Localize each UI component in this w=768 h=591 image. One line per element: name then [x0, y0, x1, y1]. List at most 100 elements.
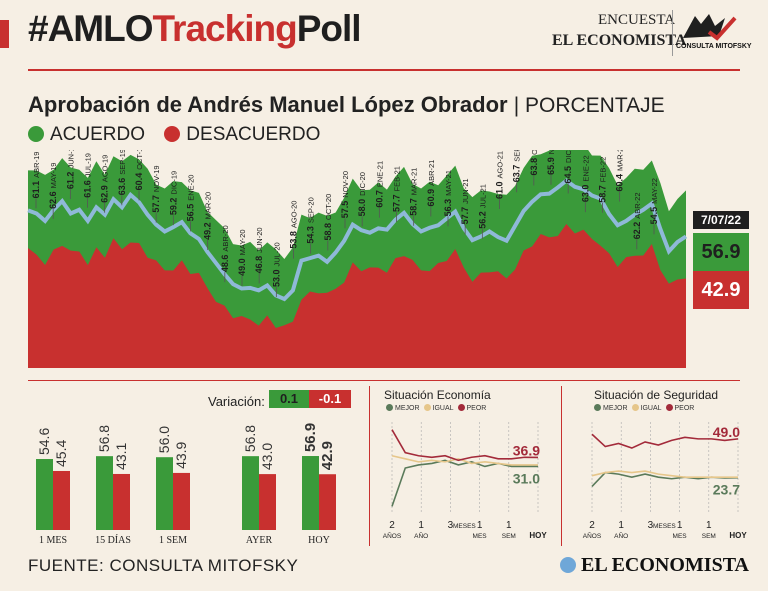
acuerdo-legend-dot	[28, 126, 44, 142]
annotation-date: FEB-21	[393, 166, 402, 191]
annotation-label: 53.0 JUL-20	[271, 242, 281, 287]
bar-desacuerdo	[259, 474, 276, 530]
annotation-date: ENE-21	[375, 161, 384, 187]
bar-label-acuerdo: 56.0	[156, 426, 172, 453]
x-tick: 1	[477, 520, 483, 531]
annotation-value: 63.6	[117, 178, 127, 196]
bar-label-desacuerdo: 42.9	[319, 441, 336, 470]
annotation-text: 58.7 FEB-22	[598, 157, 608, 203]
annotation-label: 60.7 ENE-21	[374, 161, 384, 208]
x-tick-unit: HOY	[729, 531, 747, 540]
annotation-value: 58.0	[357, 199, 367, 217]
annotation-text: 56.3 MAY-21	[443, 170, 453, 216]
annotation-date: DIC-21	[564, 150, 573, 163]
x-tick: 1	[418, 520, 424, 531]
bar-category: HOY	[308, 535, 330, 546]
globe-icon	[560, 557, 576, 573]
annotation-value: 61.0	[495, 181, 505, 199]
annotation-text: 61.0 AGO-21	[495, 151, 505, 199]
latest-desacuerdo-value: 42.9	[693, 271, 749, 309]
annotation-value: 63.0	[580, 185, 590, 203]
annotation-label: 53.8 AGO-20	[289, 201, 299, 249]
bar-acuerdo	[242, 456, 259, 530]
annotation-date: NOV-19	[152, 165, 161, 192]
x-tick: 1	[618, 520, 624, 531]
header-rule	[28, 69, 740, 71]
annotation-value: 61.6	[83, 180, 93, 198]
bar-value-desacuerdo: 45.4	[53, 440, 69, 467]
annotation-value: 60.9	[426, 189, 436, 207]
title-part-poll: Poll	[296, 8, 362, 49]
main-legend: ACUERDO DESACUERDO	[28, 124, 320, 146]
title-part-amlo: #AMLO	[28, 8, 153, 49]
annotation-label: 57.5 NOV-20	[340, 171, 350, 218]
end-label-mejor: 23.7	[713, 482, 740, 498]
annotation-date: JUL-19	[84, 153, 93, 177]
annotation-text: 54.3 SEP-20	[306, 197, 316, 243]
annotation-value: 57.5	[340, 201, 350, 219]
bar-desacuerdo	[173, 472, 190, 530]
bar-value-acuerdo: 56.8	[242, 425, 258, 452]
annotation-text: 57.5 NOV-20	[340, 171, 350, 218]
bar-label-desacuerdo: 45.4	[53, 440, 69, 467]
annotation-text: 61.1 ABR-19	[31, 152, 41, 199]
annotation-label: 63.7 SEP-21	[512, 150, 522, 182]
series-igual	[591, 470, 738, 478]
annotation-date: JUL-21	[478, 184, 487, 208]
annotation-label: 54.3 SEP-20	[306, 197, 316, 243]
annotation-date: AGO-21	[496, 151, 505, 179]
bar-value-acuerdo: 54.6	[36, 428, 52, 455]
annotation-text: 63.6 SEP-19	[117, 150, 127, 195]
x-tick: 2	[389, 520, 395, 531]
bar-label-desacuerdo: 43.1	[113, 443, 129, 470]
annotation-value: 61.2	[65, 172, 75, 190]
annotation-value: 60.4	[615, 174, 625, 192]
annotation-label: 64.5 DIC-21	[563, 150, 573, 184]
annotation-text: 58.7 MAR-21	[409, 168, 419, 216]
annotation-date: ENE-22	[581, 155, 590, 181]
encuesta-label: ENCUESTA	[598, 12, 676, 28]
bar-label-acuerdo: 56.8	[242, 425, 258, 452]
annotation-label: 49.0 MAY-20	[237, 229, 247, 275]
bar-label-desacuerdo: 43.0	[259, 443, 275, 470]
variacion-label: Variación:	[208, 394, 265, 409]
x-tick: 2	[589, 520, 595, 531]
desacuerdo-area	[28, 224, 686, 368]
annotation-date: AGO-19	[101, 155, 110, 183]
annotation-label: 61.0 AGO-21	[495, 151, 505, 199]
annotation-date: MAY-19	[49, 163, 58, 189]
mitofsky-logo-icon	[683, 14, 737, 41]
bar-label-acuerdo: 56.8	[96, 425, 112, 452]
annotation-value: 57.7	[460, 207, 470, 225]
annotation-date: OCT-21	[530, 150, 539, 155]
annotation-value: 54.3	[306, 226, 316, 244]
panel-divider-1	[369, 386, 370, 546]
bar-acuerdo	[156, 457, 173, 530]
x-tick: 1	[506, 520, 512, 531]
annotation-value: 53.0	[271, 270, 281, 288]
annotation-label: 46.8 JUN-20	[254, 227, 264, 273]
variacion-negative: -0.1	[309, 390, 351, 408]
annotation-date: ABR-20	[221, 225, 230, 251]
bar-desacuerdo	[53, 470, 70, 530]
annotation-date: MAR-22	[616, 150, 625, 171]
annotation-value: 62.2	[632, 222, 642, 240]
chart-subtitle: Aprobación de Andrés Manuel López Obrado…	[28, 92, 665, 118]
tracking-line	[27, 178, 688, 302]
annotation-value: 57.7	[151, 195, 161, 213]
annotation-date: ENE-20	[187, 175, 196, 201]
annotation-date: SEP-21	[513, 150, 522, 162]
igual-dot	[631, 404, 639, 411]
annotation-label: 60.4 OCT-19	[134, 150, 144, 190]
annotation-value: 49.0	[237, 258, 247, 276]
annotation-text: 53.8 AGO-20	[289, 201, 299, 249]
bar-label-acuerdo: 56.9	[302, 423, 319, 452]
annotation-date: SEP-20	[307, 197, 316, 223]
annotation-value: 58.7	[598, 185, 608, 203]
annotation-text: 62.2 ABR-22	[632, 193, 642, 240]
annotation-label: 57.7 JUN-21	[460, 178, 470, 224]
annotation-date: ABR-22	[633, 193, 642, 219]
series-mejor	[391, 459, 538, 507]
